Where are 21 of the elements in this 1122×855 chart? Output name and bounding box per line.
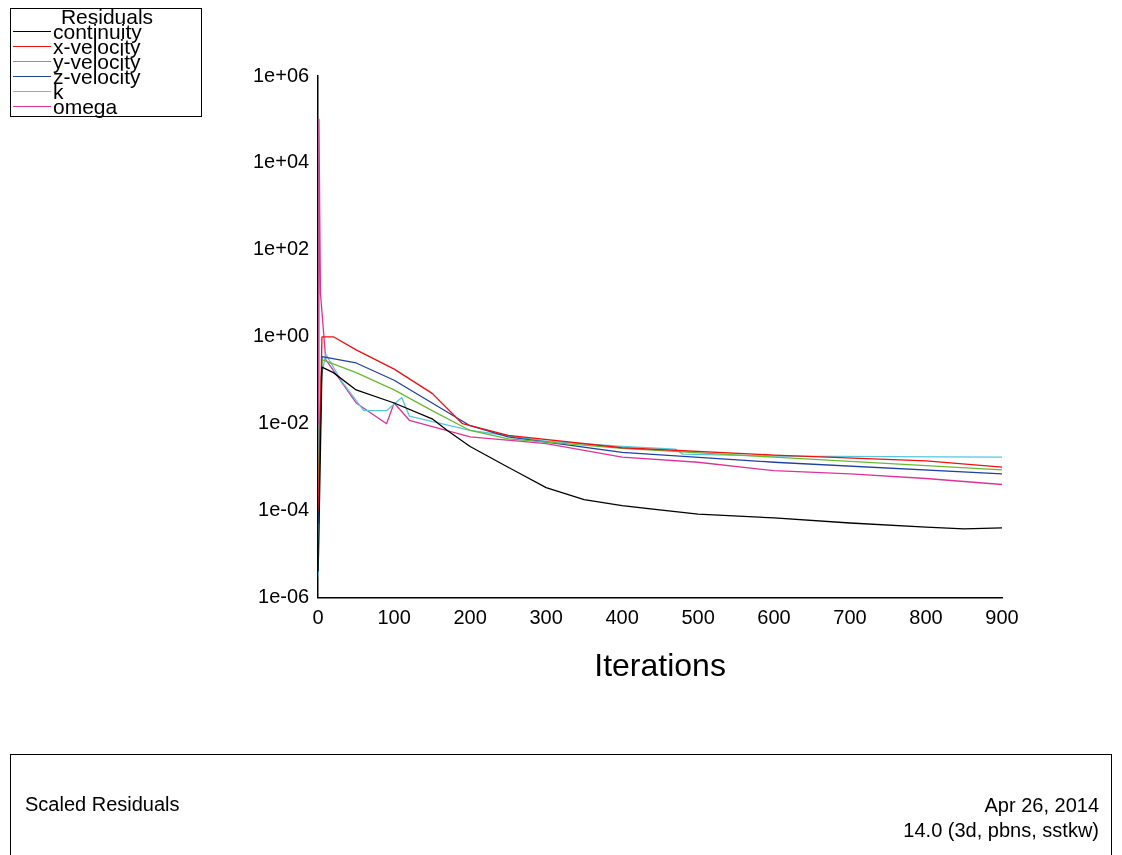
- y-tick-label: 1e-02: [258, 411, 310, 434]
- x-tick-label: 400: [605, 606, 639, 629]
- y-tick-label: 1e-04: [258, 498, 310, 521]
- y-tick-label: 1e-06: [258, 585, 310, 608]
- text: Scaled Residuals: [25, 793, 180, 816]
- x-tick-label: 600: [757, 606, 791, 629]
- x-tick-label: 500: [681, 606, 715, 629]
- y-tick-label: 1e+00: [253, 324, 310, 347]
- text: Apr 26, 2014: [983, 793, 1099, 818]
- y-tick-label: 1e+04: [253, 150, 310, 173]
- x-tick-label: 200: [453, 606, 487, 629]
- y-tick-label: 1e+02: [253, 237, 310, 260]
- text: 14.0 (3d, pbns, sstkw): [903, 818, 1099, 843]
- x-tick-label: 300: [529, 606, 563, 629]
- x-tick-label: 100: [377, 606, 411, 629]
- x-tick-label: 800: [909, 606, 943, 629]
- x-tick-label: 900: [985, 606, 1019, 629]
- x-axis-title: Iterations: [594, 646, 726, 683]
- x-tick-label: 0: [312, 606, 324, 629]
- x-tick-label: 700: [833, 606, 867, 629]
- y-tick-label: 1e+06: [253, 63, 310, 86]
